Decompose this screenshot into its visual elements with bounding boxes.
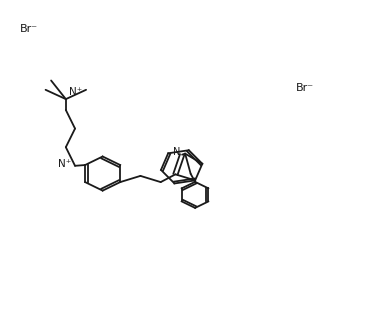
Text: Br⁻: Br⁻ (296, 83, 314, 93)
Text: Br⁻: Br⁻ (20, 24, 38, 34)
Text: N⁺: N⁺ (69, 87, 82, 97)
Text: N: N (173, 147, 181, 157)
Text: N⁺: N⁺ (58, 159, 71, 169)
